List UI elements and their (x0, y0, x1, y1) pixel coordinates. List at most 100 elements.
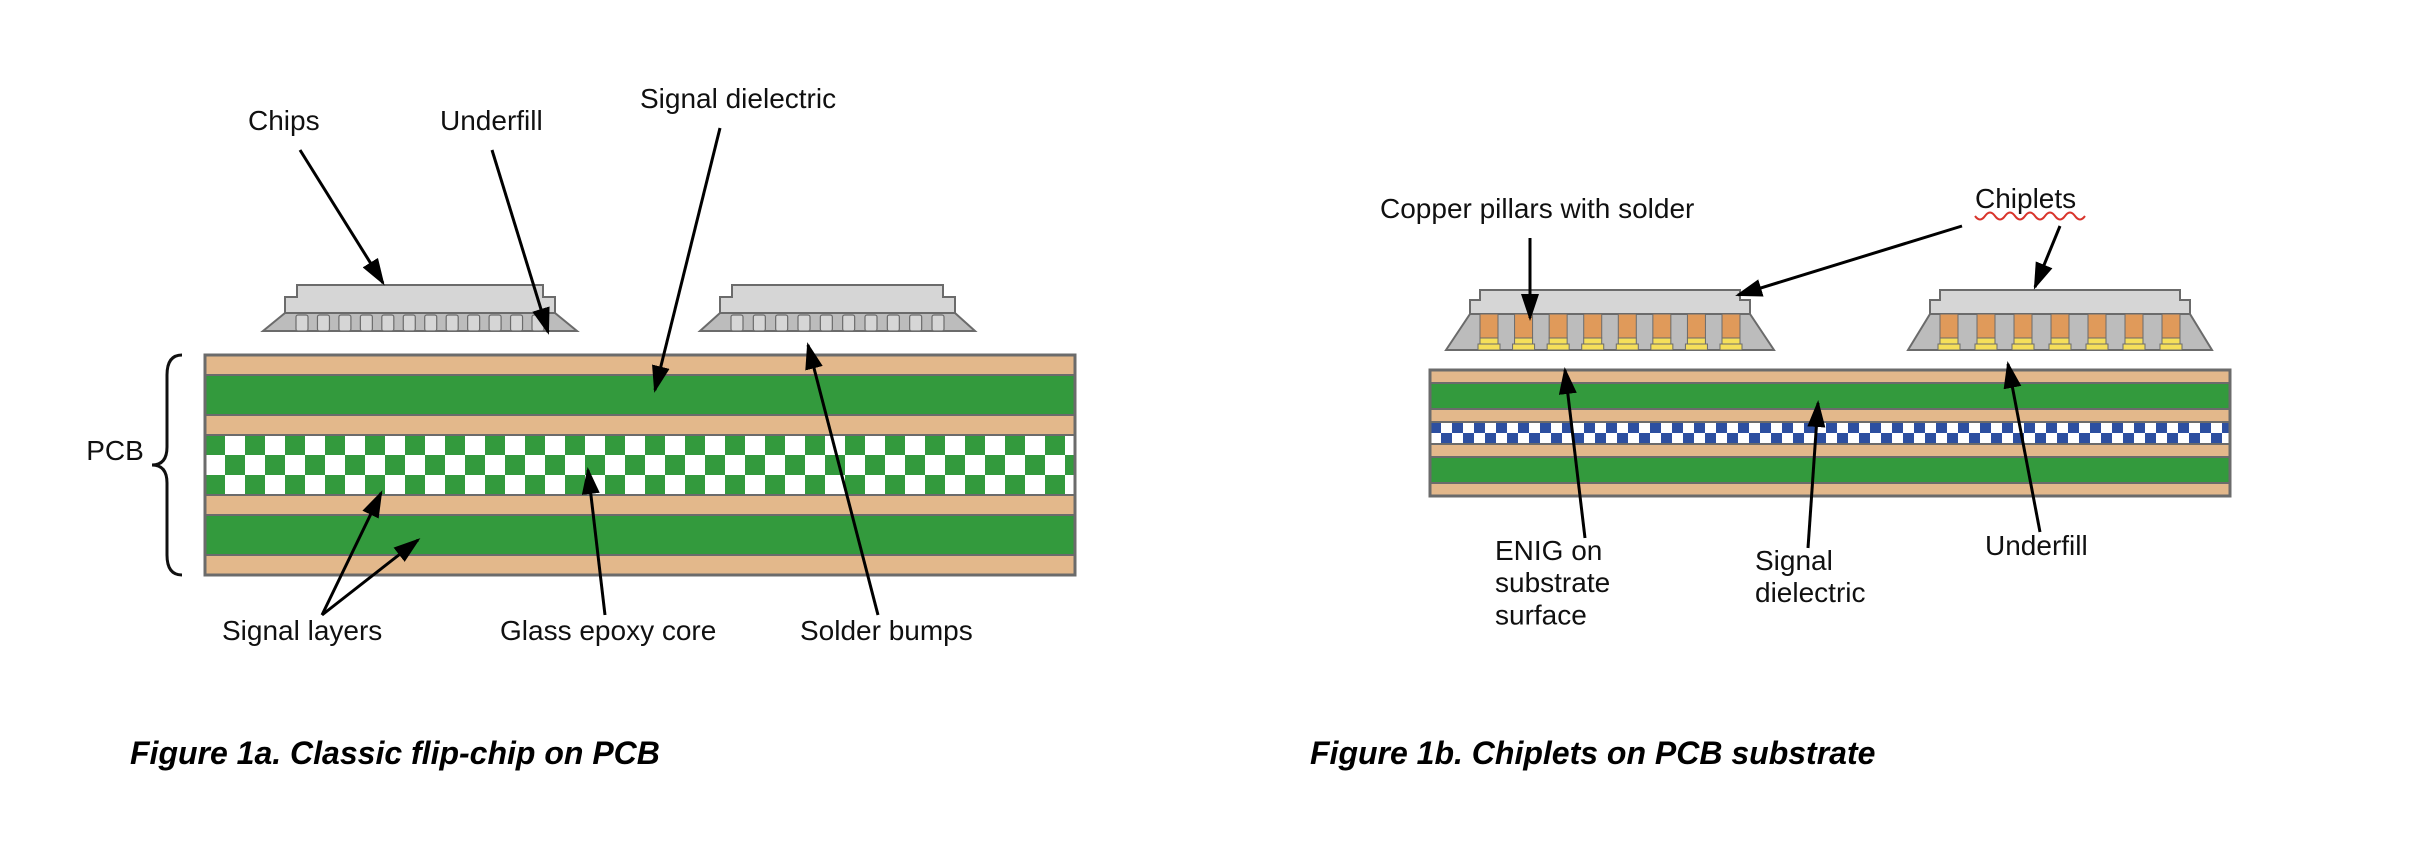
enig-pad (1478, 344, 1500, 350)
label-glass_epoxy_core: Glass epoxy core (500, 615, 716, 646)
pcb-board-layer-core (205, 435, 1075, 495)
enig-pad (2160, 344, 2182, 350)
copper-pillar (1940, 314, 1958, 338)
enig-pad (2012, 344, 2034, 350)
enig-pad (2086, 344, 2108, 350)
enig-pad (2123, 344, 2145, 350)
substrate-board-layer-signal (1430, 444, 2230, 457)
diagram-svg: Chips Underfill Signal dielectric PCB Signal… (0, 0, 2426, 851)
solder-bump (317, 315, 329, 331)
chip-body (285, 285, 555, 313)
solder-cap (1977, 338, 1995, 344)
chip (263, 285, 577, 331)
chiplet (1446, 290, 1774, 350)
underfill-shape (263, 313, 577, 331)
copper-pillar (1977, 314, 1995, 338)
solder-bump (468, 315, 480, 331)
solder-cap (1687, 338, 1705, 344)
solder-bump (843, 315, 855, 331)
solder-bump (910, 315, 922, 331)
pcb-board-layer-signal (205, 355, 1075, 375)
pcb-board-layer-dielectric (205, 515, 1075, 555)
figure-b-caption: Figure 1b. Chiplets on PCB substrate (1310, 735, 1875, 772)
substrate-board-layer-signal (1430, 370, 2230, 383)
substrate-board (1430, 370, 2230, 496)
label-signal_dielectric: Signal dielectric (640, 83, 836, 114)
chip-body (720, 285, 955, 313)
substrate-board-layer-dielectric (1430, 457, 2230, 483)
solder-bump (798, 315, 810, 331)
solder-bump (425, 315, 437, 331)
solder-bump (382, 315, 394, 331)
enig-pad (1651, 344, 1673, 350)
solder-bump (403, 315, 415, 331)
enig-pad (1685, 344, 1707, 350)
copper-pillar (1618, 314, 1636, 338)
solder-cap (1584, 338, 1602, 344)
copper-pillar (2014, 314, 2032, 338)
chip (700, 285, 975, 331)
label-signal_layers: Signal layers (222, 615, 382, 646)
diagram-canvas: Chips Underfill Signal dielectric PCB Signal… (0, 0, 2426, 851)
solder-cap (1653, 338, 1671, 344)
solder-bump (887, 315, 899, 331)
pcb-board-layer-signal (205, 415, 1075, 435)
solder-bump (511, 315, 523, 331)
solder-cap (2125, 338, 2143, 344)
substrate-board-layer-signal (1430, 409, 2230, 422)
solder-cap (2162, 338, 2180, 344)
chiplet-body (1470, 290, 1750, 314)
copper-pillar (1722, 314, 1740, 338)
copper-pillar (2125, 314, 2143, 338)
solder-cap (1618, 338, 1636, 344)
solder-bump (776, 315, 788, 331)
solder-bump (339, 315, 351, 331)
solder-cap (1549, 338, 1567, 344)
label-underfill: Underfill (1985, 530, 2088, 561)
copper-pillar (1687, 314, 1705, 338)
copper-pillar (1584, 314, 1602, 338)
label-chiplets: Chiplets (1975, 183, 2076, 214)
arrow-chiplets (2035, 226, 2060, 287)
solder-bump (360, 315, 372, 331)
solder-cap (1515, 338, 1533, 344)
pcb-board-layer-signal (205, 495, 1075, 515)
solder-bump (820, 315, 832, 331)
label-enig: ENIG onsubstratesurface (1495, 535, 1610, 630)
enig-pad (1720, 344, 1742, 350)
copper-pillar (1653, 314, 1671, 338)
arrow-signal_dielectric (655, 128, 720, 390)
solder-bump (731, 315, 743, 331)
solder-bump (296, 315, 308, 331)
pcb-board-layer-signal (205, 555, 1075, 575)
copper-pillar (2162, 314, 2180, 338)
solder-bump (489, 315, 501, 331)
label-solder_bumps: Solder bumps (800, 615, 973, 646)
enig-pad (1975, 344, 1997, 350)
label-copper_pillars: Copper pillars with solder (1380, 193, 1694, 224)
solder-cap (2051, 338, 2069, 344)
enig-pad (1547, 344, 1569, 350)
solder-bump (446, 315, 458, 331)
enig-pad (1616, 344, 1638, 350)
copper-pillar (2051, 314, 2069, 338)
chiplet-body (1930, 290, 2190, 314)
enig-pad (1582, 344, 1604, 350)
solder-cap (1940, 338, 1958, 344)
enig-pad (1513, 344, 1535, 350)
substrate-board-layer-signal (1430, 483, 2230, 496)
label-signal_dielectric: Signaldielectric (1755, 545, 1865, 608)
copper-pillar (1549, 314, 1567, 338)
figure-a-caption: Figure 1a. Classic flip-chip on PCB (130, 735, 660, 772)
solder-bump (932, 315, 944, 331)
label-underfill: Underfill (440, 105, 543, 136)
solder-cap (1722, 338, 1740, 344)
copper-pillar (2088, 314, 2106, 338)
copper-pillar (1480, 314, 1498, 338)
arrow-chips (300, 150, 383, 283)
chiplet (1908, 290, 2212, 350)
solder-cap (2088, 338, 2106, 344)
substrate-board-layer-dielectric (1430, 383, 2230, 409)
label-chips: Chips (248, 105, 320, 136)
label-pcb: PCB (86, 435, 144, 466)
